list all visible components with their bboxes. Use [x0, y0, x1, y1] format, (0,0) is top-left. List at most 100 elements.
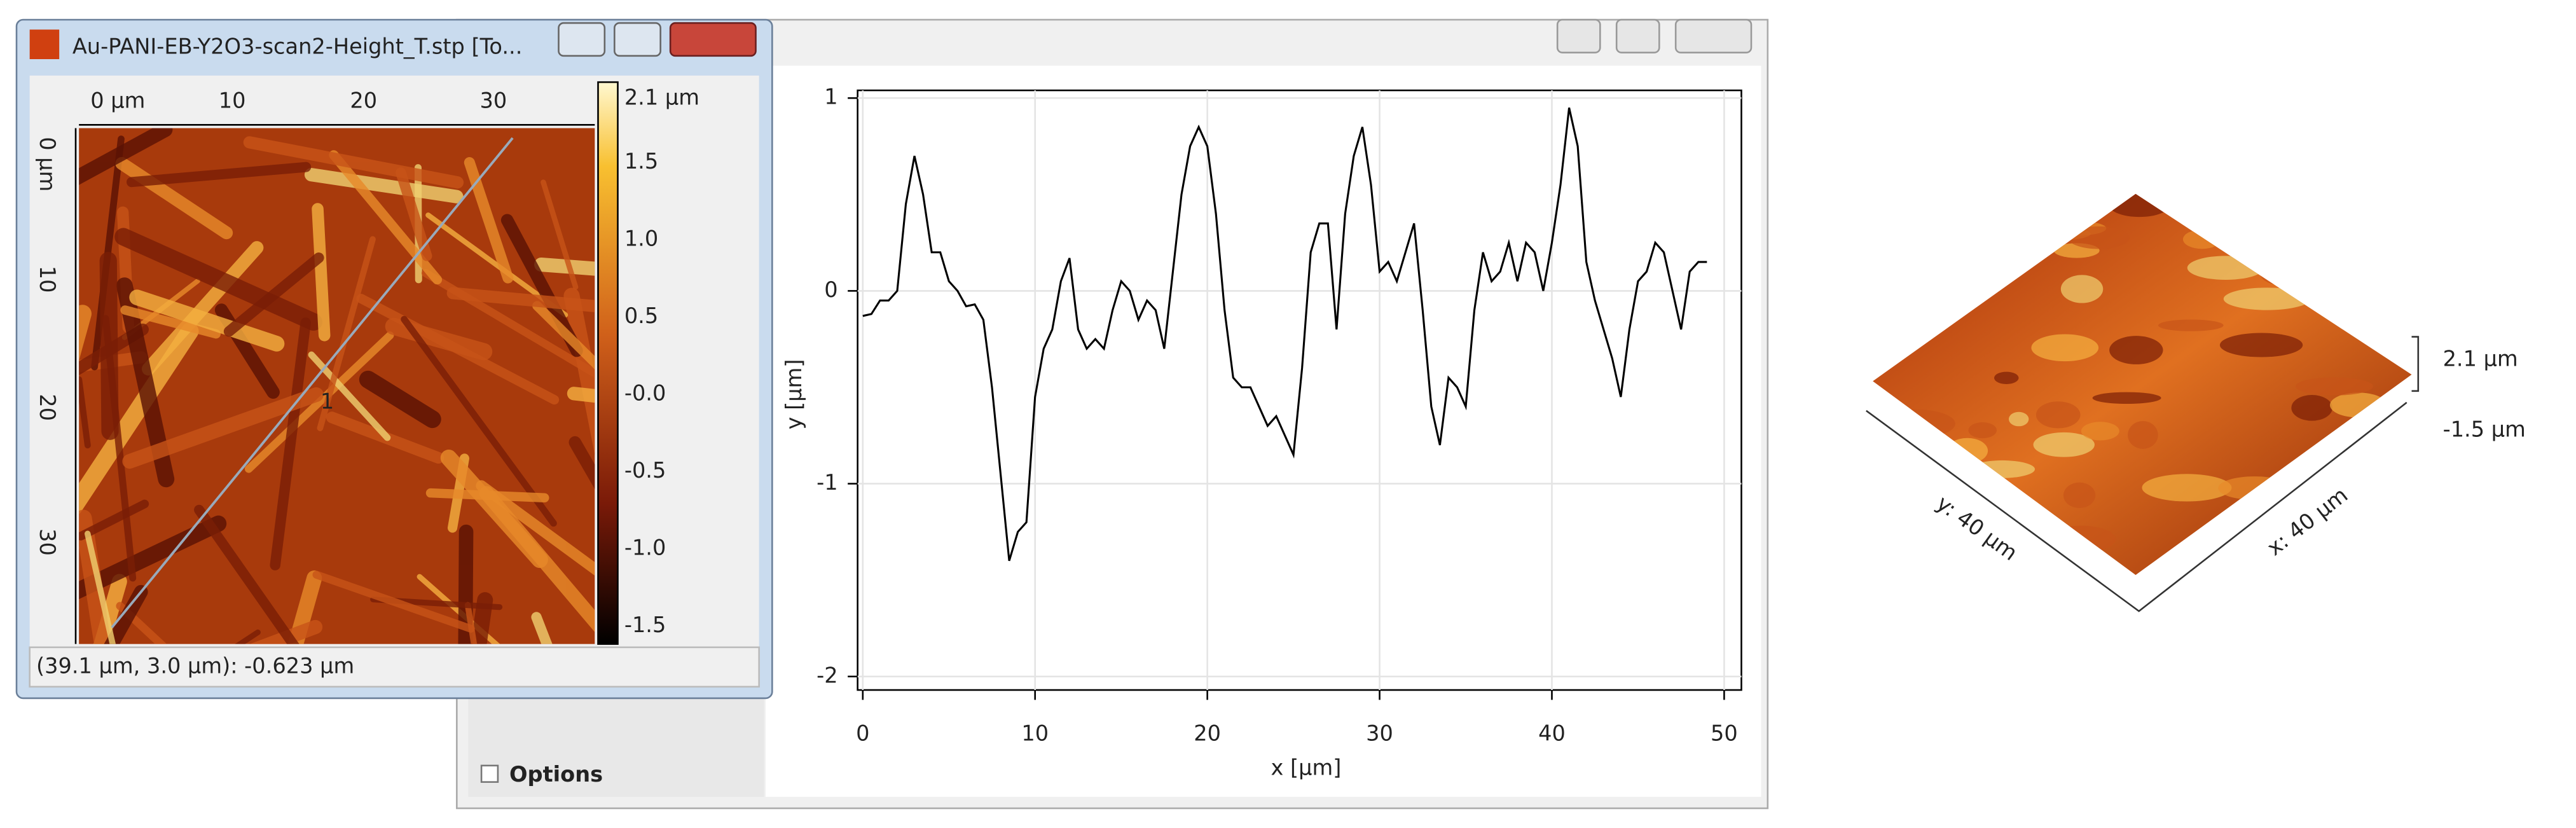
bump [1969, 460, 2035, 478]
fiber [127, 162, 312, 188]
close-button[interactable] [1674, 18, 1753, 53]
fiber [79, 128, 173, 185]
window-title: Au-PANI-EB-Y2O3-scan2-Height_T.stp [To..… [72, 34, 523, 59]
close-button[interactable] [669, 22, 757, 57]
bump [2219, 333, 2303, 357]
status-text: (39.1 µm, 3.0 µm): -0.623 µm [36, 653, 354, 678]
x-ruler-label: 10 [219, 88, 246, 113]
fiber [84, 530, 116, 644]
color-bar-label: 1.5 [624, 149, 658, 174]
bump [2350, 491, 2412, 506]
y-axis-3d-label: y: 40 µm [1932, 490, 2022, 565]
bump [2296, 377, 2373, 396]
x-tick-label: 30 [1366, 721, 1393, 745]
fiber [99, 252, 119, 440]
y-ruler-label: 10 [35, 266, 60, 293]
bump [2390, 282, 2412, 308]
y-tick-label: -1 [816, 470, 837, 495]
color-bar-label: -1.0 [624, 535, 666, 560]
bump [1928, 221, 1991, 238]
bump [2218, 476, 2291, 500]
color-bar-label: 1.0 [624, 226, 658, 251]
x-tick-label: 0 [856, 721, 869, 745]
maximize-button[interactable] [614, 22, 661, 57]
bump [1938, 551, 1964, 576]
maximize-button[interactable] [1615, 18, 1660, 53]
base-axes [1866, 401, 2407, 612]
bump [1875, 409, 1955, 438]
bump [2187, 256, 2264, 280]
bump [2016, 234, 2045, 248]
fiber [120, 305, 221, 339]
bump [1873, 233, 1903, 254]
fiber [115, 156, 233, 240]
fiber [122, 387, 324, 469]
bump [2291, 395, 2332, 421]
fiber [79, 499, 149, 541]
fiber [141, 241, 264, 376]
x-ruler-label: 20 [350, 88, 377, 113]
bump [2060, 275, 2104, 303]
bump [2283, 562, 2311, 576]
fiber [114, 228, 322, 331]
bump [2400, 193, 2412, 207]
bump [1883, 481, 1970, 500]
fiber [79, 322, 199, 514]
x-tick-label: 50 [1711, 721, 1738, 745]
fiber [317, 236, 376, 431]
bump [1919, 233, 1999, 257]
bump [2008, 411, 2029, 427]
fiber [223, 252, 324, 337]
y-ruler-label: 30 [35, 528, 60, 556]
bump [2182, 230, 2221, 249]
bump [1901, 194, 1979, 205]
minimize-button[interactable] [1556, 18, 1601, 53]
bump [2352, 247, 2386, 268]
x-axis-label: x [µm] [1271, 756, 1342, 780]
fiber [401, 315, 557, 527]
bump [2015, 245, 2045, 261]
fiber [563, 287, 595, 455]
color-bar [597, 81, 619, 645]
app-icon [29, 29, 60, 59]
minimize-button[interactable] [558, 22, 606, 57]
y-axis-label: y [µm] [782, 359, 806, 430]
fiber [79, 376, 91, 449]
x-ruler-label: 30 [480, 88, 507, 113]
bump [1994, 371, 2019, 384]
z-max-label: 2.1 µm [2443, 346, 2518, 371]
bump [2158, 319, 2224, 331]
fiber [304, 168, 464, 204]
fiber [464, 602, 478, 644]
bump [2221, 535, 2254, 561]
bump [1946, 438, 1988, 464]
bump [1968, 422, 1997, 439]
bump [2067, 226, 2130, 249]
bump [2063, 482, 2096, 508]
bump [1946, 242, 1979, 258]
fiber [194, 504, 300, 644]
bump [2128, 421, 2158, 449]
fiber [243, 136, 464, 189]
bump [2387, 193, 2412, 207]
fiber [329, 150, 443, 285]
bump [2142, 474, 2232, 502]
bump [2215, 193, 2236, 204]
fiber [532, 301, 595, 369]
bump [1904, 226, 1986, 252]
x-tick-label: 40 [1538, 721, 1566, 745]
expander[interactable] [480, 764, 499, 783]
bump [1873, 301, 1896, 328]
fiber [471, 592, 493, 644]
fiber [312, 570, 475, 633]
z-axis [2411, 336, 2420, 392]
options-label[interactable]: Options [509, 762, 603, 787]
fiber [79, 509, 112, 644]
fiber [359, 370, 441, 429]
y-tick-label: -2 [816, 663, 837, 687]
color-bar-label: 0.5 [624, 303, 658, 328]
bump [2046, 525, 2116, 553]
profile-line [862, 107, 1707, 562]
